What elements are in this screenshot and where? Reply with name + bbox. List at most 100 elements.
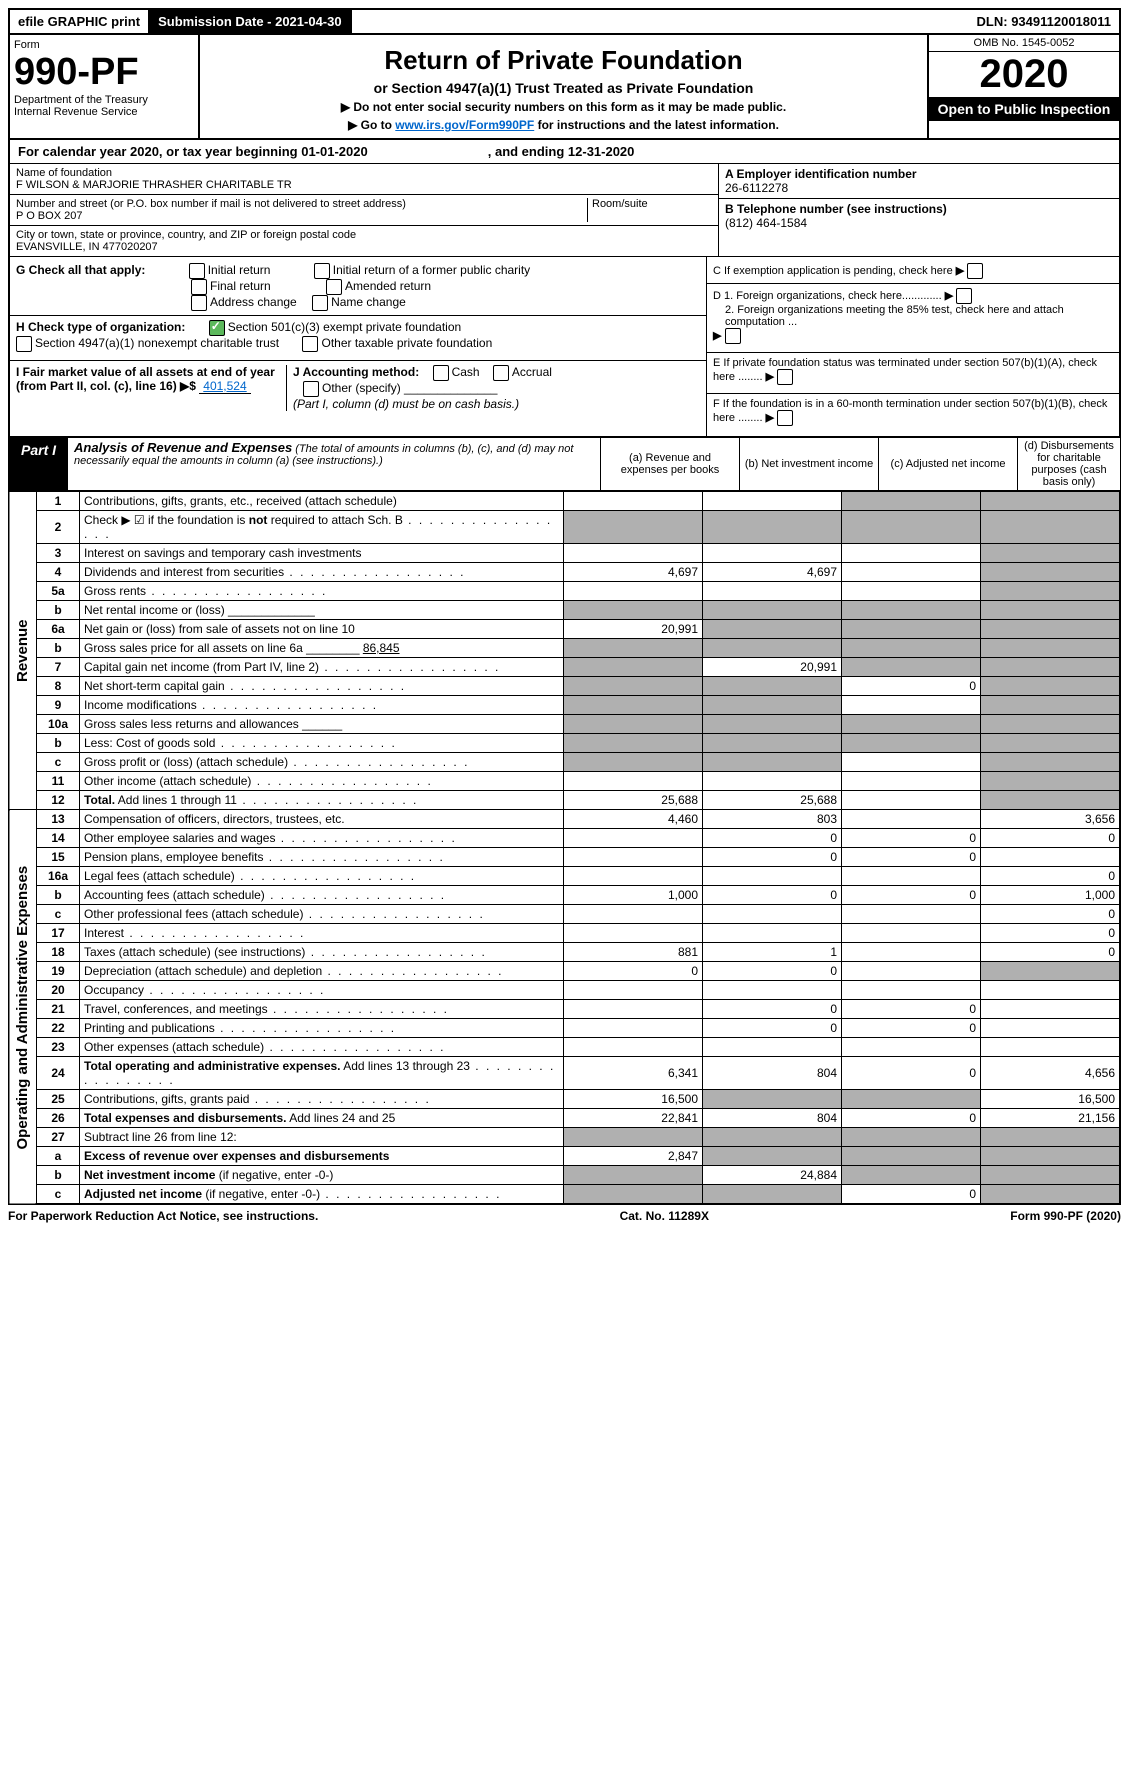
row-num: 1 [37, 492, 80, 511]
chk-name-change[interactable] [312, 295, 328, 311]
cell-value [564, 1019, 703, 1038]
cell-value: 4,697 [564, 563, 703, 582]
chk-f[interactable] [777, 410, 793, 426]
row-num: 17 [37, 924, 80, 943]
chk-initial[interactable] [189, 263, 205, 279]
addr-label: Number and street (or P.O. box number if… [16, 198, 587, 210]
e-row: E If private foundation status was termi… [707, 352, 1119, 389]
row-num: 20 [37, 981, 80, 1000]
row-num: 21 [37, 1000, 80, 1019]
row-desc: Printing and publications [80, 1019, 564, 1038]
cell-grey [703, 1090, 842, 1109]
table-row: 2Check ▶ ☑ if the foundation is not requ… [9, 511, 1120, 544]
row-num: b [37, 734, 80, 753]
chk-initial-former[interactable] [314, 263, 330, 279]
cell-value: 0 [981, 867, 1121, 886]
chk-accrual[interactable] [493, 365, 509, 381]
cell-value [842, 753, 981, 772]
row-desc: Total operating and administrative expen… [80, 1057, 564, 1090]
table-row: 6aNet gain or (loss) from sale of assets… [9, 620, 1120, 639]
cell-grey [981, 620, 1121, 639]
fmv-link[interactable]: 401,524 [199, 379, 250, 394]
cell-value [564, 1038, 703, 1057]
d-row: D 1. Foreign organizations, check here..… [707, 283, 1119, 348]
row-num: 12 [37, 791, 80, 810]
cell-value [564, 924, 703, 943]
cell-value: 0 [842, 1057, 981, 1090]
row-num: 8 [37, 677, 80, 696]
chk-other-method[interactable] [303, 381, 319, 397]
omb-number: OMB No. 1545-0052 [929, 35, 1119, 52]
chk-c[interactable] [967, 263, 983, 279]
cell-value: 0 [842, 829, 981, 848]
row-desc: Other professional fees (attach schedule… [80, 905, 564, 924]
cell-grey [564, 734, 703, 753]
row-num: c [37, 905, 80, 924]
ij-row: I Fair market value of all assets at end… [10, 360, 706, 415]
chk-final[interactable] [191, 279, 207, 295]
submission-date: Submission Date - 2021-04-30 [150, 10, 352, 33]
row-desc: Income modifications [80, 696, 564, 715]
cell-grey [564, 1128, 703, 1147]
phone-value: (812) 464-1584 [725, 216, 807, 230]
cell-grey [842, 492, 981, 511]
cell-value [842, 924, 981, 943]
chk-other-tax[interactable] [302, 336, 318, 352]
chk-d2[interactable] [725, 328, 741, 344]
row-desc: Accounting fees (attach schedule) [80, 886, 564, 905]
col-a-hdr: (a) Revenue and expenses per books [600, 438, 739, 490]
chk-e[interactable] [777, 369, 793, 385]
row-num: 22 [37, 1019, 80, 1038]
cell-grey [842, 639, 981, 658]
table-row: 4Dividends and interest from securities4… [9, 563, 1120, 582]
irs-link[interactable]: www.irs.gov/Form990PF [395, 118, 534, 132]
ein-row: A Employer identification number 26-6112… [719, 164, 1119, 199]
row-desc: Interest on savings and temporary cash i… [80, 544, 564, 563]
chk-cash[interactable] [433, 365, 449, 381]
footer-right: Form 990-PF (2020) [1010, 1209, 1121, 1223]
row-desc: Travel, conferences, and meetings [80, 1000, 564, 1019]
cell-grey [981, 1128, 1121, 1147]
cell-value: 20,991 [703, 658, 842, 677]
j-label: J Accounting method: [293, 365, 419, 379]
chk-4947[interactable] [16, 336, 32, 352]
row-num: 16a [37, 867, 80, 886]
col-b-hdr: (b) Net investment income [739, 438, 878, 490]
cell-grey [703, 1147, 842, 1166]
chk-501c3[interactable] [209, 320, 225, 336]
row-desc: Less: Cost of goods sold [80, 734, 564, 753]
chk-d1[interactable] [956, 288, 972, 304]
row-num: 25 [37, 1090, 80, 1109]
cell-value: 0 [703, 886, 842, 905]
cell-grey [703, 639, 842, 658]
header-mid: Return of Private Foundation or Section … [200, 35, 927, 138]
row-num: b [37, 639, 80, 658]
h-row: H Check type of organization: Section 50… [10, 315, 706, 356]
chk-amended[interactable] [326, 279, 342, 295]
chk-addr-change[interactable] [191, 295, 207, 311]
cell-grey [703, 1128, 842, 1147]
phone-label: B Telephone number (see instructions) [725, 202, 947, 216]
cell-grey [703, 601, 842, 620]
cell-value [981, 848, 1121, 867]
row-num: 6a [37, 620, 80, 639]
cell-value: 0 [981, 943, 1121, 962]
row-desc: Net rental income or (loss) ____________… [80, 601, 564, 620]
cell-value: 6,341 [564, 1057, 703, 1090]
cell-grey [981, 791, 1121, 810]
row-desc: Contributions, gifts, grants, etc., rece… [80, 492, 564, 511]
row-num: 27 [37, 1128, 80, 1147]
info-grid: Name of foundation F WILSON & MARJORIE T… [8, 164, 1121, 257]
row-num: 10a [37, 715, 80, 734]
cell-value: 16,500 [564, 1090, 703, 1109]
form-subtitle: or Section 4947(a)(1) Trust Treated as P… [206, 80, 921, 96]
cell-grey [981, 677, 1121, 696]
cell-value: 1,000 [981, 886, 1121, 905]
cell-grey [842, 1166, 981, 1185]
form-word: Form [14, 39, 40, 51]
cell-grey [703, 734, 842, 753]
col-c-hdr: (c) Adjusted net income [878, 438, 1017, 490]
cell-value: 0 [842, 886, 981, 905]
cell-value: 4,460 [564, 810, 703, 829]
cell-grey [564, 658, 703, 677]
